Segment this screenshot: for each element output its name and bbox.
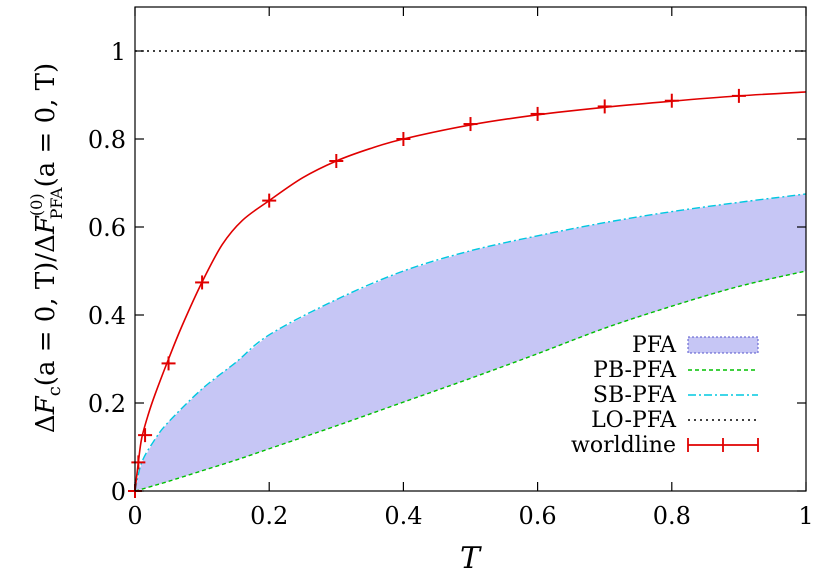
pfa-band [135,194,806,491]
legend-item: SB-PFA [593,383,758,408]
legend-item: PB-PFA [593,358,758,383]
x-tick-label: 0.4 [384,502,422,530]
worldline-line [134,91,807,492]
worldline-point [329,154,344,168]
axis-ticks-layer [134,7,807,492]
legend-label: worldline [571,433,676,458]
y-axis-title: ΔFc(a = 0, T)/ΔF(0)PFA(a = 0, T) [27,63,66,433]
legend-label: PFA [632,333,677,358]
legend-swatch [687,336,759,354]
worldline-point [463,117,478,132]
worldline-point [195,275,210,290]
y-title-sup2: (0) [27,193,46,216]
pb-pfa-line [134,270,807,492]
worldline-point [262,193,277,208]
y-title-F1: F [31,395,61,415]
x-tick-label: 1 [798,502,813,530]
pfa-band-layer [135,194,806,491]
y-tick-label: 0 [111,478,126,506]
legend-label: SB-PFA [593,383,677,408]
y-tick-label: 0.2 [88,390,126,418]
worldline-point [731,88,746,103]
x-tick-label: 0.2 [250,502,288,530]
plot-frame [134,6,807,492]
x-tick-label: 0.6 [519,502,557,530]
legend-item: PFA [632,333,759,358]
legend-item: worldline [571,433,759,458]
worldline-point [396,132,411,146]
y-tick-label: 1 [111,38,126,66]
y-tick-label: 0.6 [88,214,126,242]
worldline-point [161,356,176,371]
worldline-point [138,428,153,443]
x-axis-title: T [460,541,482,576]
y-title-end: (a = 0, T) [31,63,61,188]
y-title-delta1: Δ [31,414,61,433]
worldline-point [530,106,545,121]
y-title-sub2: PFA [47,187,66,219]
series-lines-layer [134,50,807,492]
x-tick-label: 0 [127,502,142,530]
worldline-point [131,455,146,470]
legend-label: LO-PFA [591,408,677,433]
sb-pfa-line [134,193,807,492]
y-title-mid: (a = 0, T)/Δ [31,234,61,386]
y-title-sub1: c [44,386,65,396]
worldline-points-layer [128,88,746,498]
legend-label: PB-PFA [593,358,677,383]
y-title-F2: F [31,215,61,235]
worldline-point [597,99,612,114]
legend-item: LO-PFA [591,408,758,433]
y-tick-label: 0.4 [88,302,126,330]
y-tick-label: 0.8 [88,126,126,154]
tick-labels-layer: 0 0.2 0.4 0.6 0.8 1 0 0.2 0.4 0.6 0.8 1 [88,38,814,530]
x-tick-label: 0.8 [653,502,691,530]
worldline-point [664,93,679,108]
